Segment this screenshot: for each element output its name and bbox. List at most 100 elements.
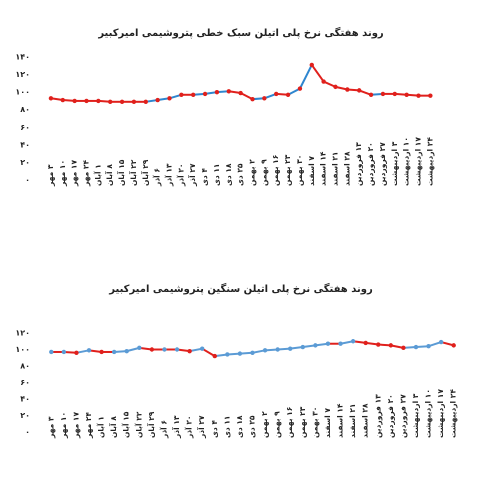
marker (72, 98, 77, 104)
x-tick-label: ۲ بهمن (248, 159, 257, 186)
line-segment (240, 92, 253, 101)
marker (438, 339, 444, 345)
marker (99, 349, 104, 355)
marker (333, 84, 338, 90)
marker (74, 350, 79, 355)
x-tick-label: ۱۷ اردیبهشت (414, 137, 423, 186)
y-tick-label: ۸۰ (20, 105, 30, 114)
x-tick-label: ۲۳ بهمن (298, 406, 307, 438)
marker (202, 91, 208, 97)
y-tick-label: ۱۰۰ (15, 88, 30, 97)
marker (274, 91, 279, 97)
y-tick-label: ۶۰ (20, 123, 30, 132)
x-tick-label: ۱۷ اردیبهشت (436, 389, 445, 438)
marker (392, 91, 397, 97)
x-tick-label: ۲۷ آذر (196, 415, 206, 439)
x-tick-label: ۱۶ بهمن (285, 407, 294, 438)
x-tick-label: ۱۷ مهر (71, 412, 80, 439)
marker (61, 349, 67, 355)
y-tick-label: ۸۰ (20, 362, 30, 371)
marker (86, 348, 92, 353)
line-segment (428, 341, 442, 348)
y-tick-label: ۱۴۰ (15, 53, 30, 62)
marker (262, 96, 267, 101)
x-tick-label: ۳۰ بهمن (310, 407, 319, 438)
marker (119, 99, 125, 105)
marker (191, 92, 196, 97)
x-tick-label: ۷ اسفند (323, 408, 332, 438)
marker (143, 99, 148, 105)
marker (60, 97, 65, 103)
x-tick-label: ۹ بهمن (273, 411, 282, 438)
x-tick-label: ۳ مهر (46, 416, 55, 439)
x-tick-label: ۱۵ آبان (121, 411, 131, 438)
y-tick-label: ۱۲۰ (15, 70, 30, 79)
x-tick-label: ۳ اردیبهشت (411, 393, 420, 438)
x-tick-label: ۱۳ فروردین (373, 394, 382, 438)
marker (376, 342, 381, 347)
x-tick-label: ۱۴ اسفند (336, 403, 345, 438)
marker (321, 79, 326, 84)
marker (275, 347, 280, 352)
marker (413, 344, 419, 350)
marker (285, 92, 291, 97)
marker (174, 347, 180, 352)
marker (111, 349, 117, 355)
marker (350, 339, 356, 344)
y-tick-label: ۶۰ (20, 378, 30, 387)
x-tick-label: ۴ دی (210, 420, 219, 438)
x-tick-label: ۲۷ فروردین (398, 394, 407, 438)
marker (404, 92, 409, 97)
marker (167, 96, 172, 101)
x-tick-label: ۲۵ دی (248, 415, 257, 438)
x-tick-label: ۲۵ دی (236, 163, 245, 186)
x-tick-label: ۲۰ آذر (175, 163, 185, 187)
marker (187, 348, 192, 354)
marker (155, 97, 160, 103)
x-tick-label: ۲۹ آبان (146, 411, 156, 438)
x-tick-label: ۳۰ بهمن (295, 155, 304, 186)
line-segment (201, 347, 216, 357)
x-tick-label: ۹ بهمن (259, 159, 268, 186)
x-tick-label: ۱ آبان (96, 416, 106, 438)
y-tick-label: ۴۰ (20, 140, 30, 149)
x-tick-label: ۱۵ آبان (116, 159, 126, 186)
x-tick-label: ۲۷ فروردین (378, 142, 387, 186)
marker (388, 343, 394, 348)
x-tick-label: ۱۸ دی (235, 415, 244, 438)
marker (345, 87, 350, 92)
x-tick-label: ۳ اردیبهشت (390, 141, 399, 186)
x-tick-label: ۱۰ اردیبهشت (424, 389, 433, 438)
marker (426, 344, 431, 349)
marker (313, 343, 318, 348)
x-tick-label: ۴ دی (200, 168, 209, 186)
marker (212, 353, 217, 359)
x-tick-label: ۱۳ فروردین (354, 142, 363, 186)
x-tick-label: ۱ آبان (92, 164, 102, 186)
chart-title: روند هفتگی نرخ پلی اتیلن سبک خطی پتروشیم… (97, 26, 384, 39)
marker (300, 344, 306, 350)
x-tick-label: ۳ مهر (46, 164, 55, 187)
x-tick-label: ۲۴ مهر (84, 412, 93, 439)
x-tick-label: ۶ آذر (152, 168, 162, 187)
line-segment (299, 64, 313, 90)
x-tick-label: ۲۱ اسفند (348, 403, 357, 438)
marker (357, 88, 362, 93)
marker (48, 96, 54, 101)
x-tick-label: ۲۲ آبان (133, 411, 143, 438)
x-tick-label: ۱۳ آذر (164, 163, 174, 187)
x-tick-label: ۶ آذر (158, 420, 168, 439)
x-tick-label: ۲۰ آذر (184, 415, 194, 439)
x-tick-label: ۲۸ اسفند (361, 403, 370, 438)
y-tick-label: ۴۰ (20, 395, 30, 404)
y-tick-label: ۲۰ (20, 411, 30, 420)
x-tick-label: ۲۲ آبان (128, 159, 138, 186)
marker (250, 96, 255, 102)
x-tick-label: ۱۱ دی (212, 164, 221, 187)
x-tick-label: ۱۰ اردیبهشت (402, 137, 411, 186)
x-tick-label: ۲۰ فروردین (366, 142, 375, 186)
x-tick-label: ۲۹ آبان (140, 159, 150, 186)
marker (250, 350, 255, 355)
x-tick-label: ۲۴ اردیبهشت (425, 137, 434, 186)
